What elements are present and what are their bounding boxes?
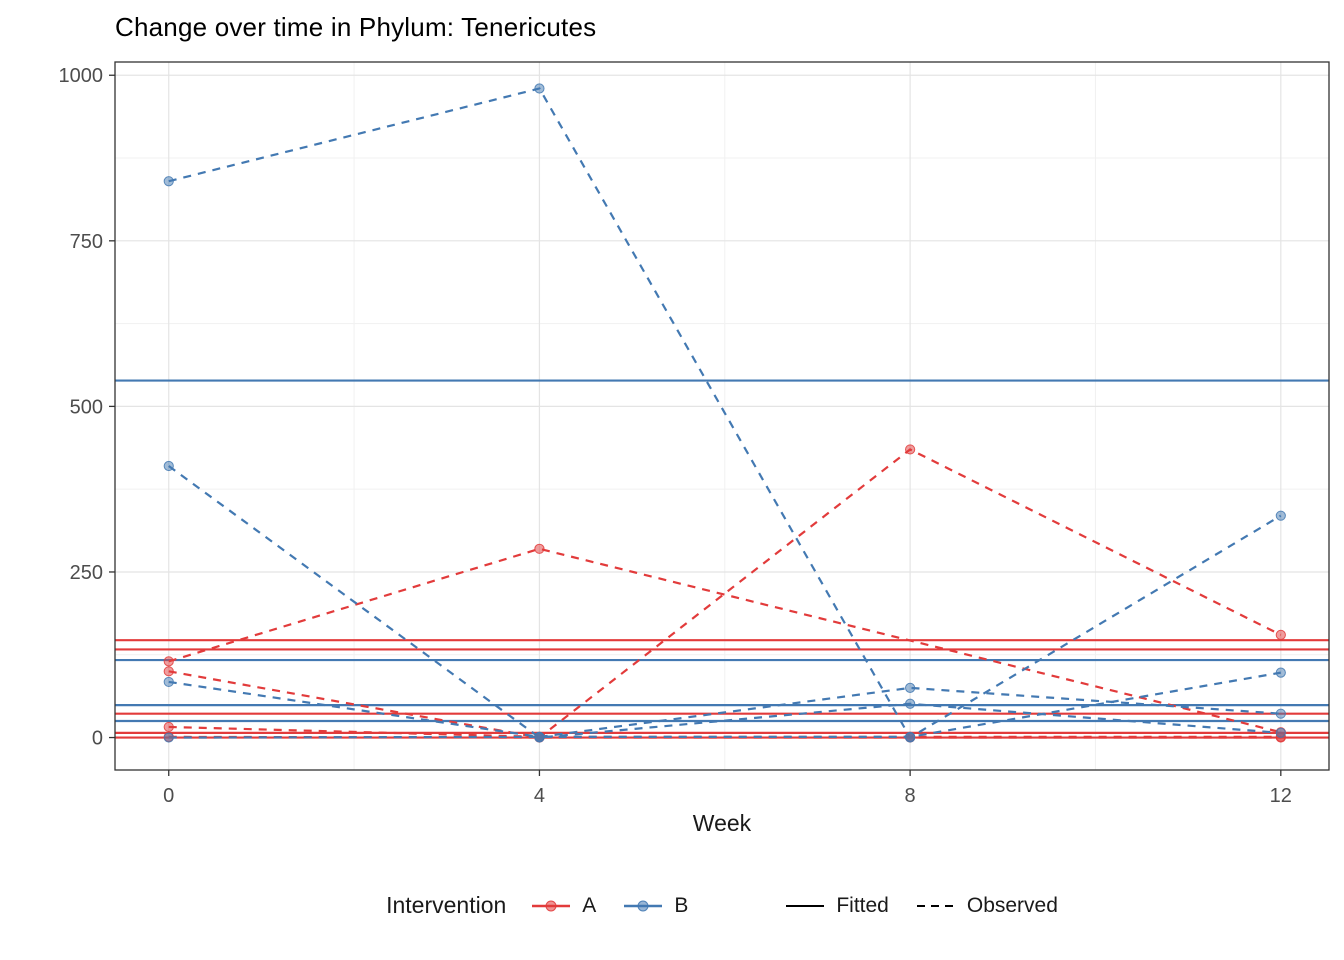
observed-line-b bbox=[168, 680, 1281, 738]
x-axis-title: Week bbox=[692, 810, 752, 836]
legend-title: Intervention bbox=[386, 892, 507, 918]
data-point-a bbox=[163, 666, 174, 677]
x-tick-label: 4 bbox=[534, 785, 545, 807]
data-point-a bbox=[905, 444, 916, 455]
x-tick-label: 8 bbox=[905, 785, 916, 807]
legend-label-observed: Observed bbox=[966, 893, 1058, 917]
data-point-a bbox=[1275, 629, 1286, 640]
legend-key-b-icon bbox=[624, 900, 663, 911]
data-point-a bbox=[163, 721, 174, 733]
y-tick-label: 500 bbox=[70, 396, 103, 418]
data-point-b bbox=[905, 698, 916, 709]
legend-key-observed-icon bbox=[916, 904, 955, 907]
y-tick-label: 1000 bbox=[59, 65, 104, 87]
observed-line-b bbox=[168, 87, 1282, 740]
data-point-b bbox=[905, 731, 916, 742]
data-point-b bbox=[1275, 667, 1286, 678]
x-tick-label: 12 bbox=[1270, 785, 1292, 807]
data-point-b bbox=[163, 676, 174, 688]
data-point-b bbox=[534, 731, 545, 742]
y-tick-label: 0 bbox=[92, 728, 103, 750]
data-point-a bbox=[534, 543, 545, 554]
y-tick-label: 750 bbox=[70, 231, 103, 253]
legend-key-a-icon bbox=[532, 900, 571, 911]
legend-key-fitted-icon bbox=[786, 904, 825, 907]
observed-line-b bbox=[168, 671, 1281, 739]
data-point-b bbox=[1275, 727, 1286, 739]
legend: Intervention A B Fitted Observed bbox=[115, 892, 1329, 919]
data-point-a bbox=[163, 656, 174, 667]
data-point-b bbox=[905, 682, 916, 693]
x-tick-label: 0 bbox=[163, 785, 174, 807]
legend-label-a: A bbox=[582, 893, 597, 917]
plot-title: Change over time in Phylum: Tenericutes bbox=[115, 12, 597, 42]
data-point-b bbox=[1275, 510, 1286, 521]
data-point-b bbox=[1275, 708, 1286, 719]
data-point-b bbox=[163, 732, 174, 743]
y-tick-label: 250 bbox=[70, 562, 103, 584]
observed-line-a bbox=[168, 448, 1282, 739]
observed-line-b bbox=[168, 465, 1281, 739]
data-point-b bbox=[534, 83, 545, 94]
data-point-b bbox=[163, 176, 174, 187]
data-point-b bbox=[163, 460, 174, 472]
panel-border bbox=[114, 61, 1330, 771]
legend-label-fitted: Fitted bbox=[836, 893, 889, 917]
legend-label-b: B bbox=[674, 893, 689, 917]
